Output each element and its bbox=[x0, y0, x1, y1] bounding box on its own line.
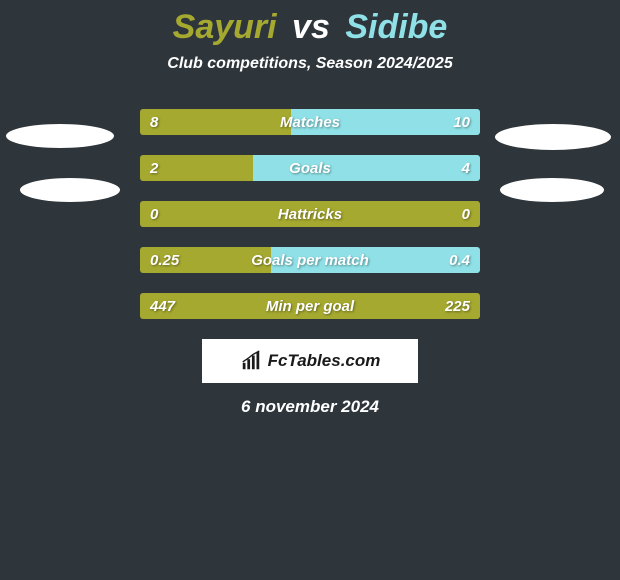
stat-value-left: 447 bbox=[150, 293, 175, 319]
stat-row: Matches8 10 bbox=[140, 109, 480, 135]
placeholder-oval bbox=[6, 124, 114, 148]
brand-text: FcTables.com bbox=[268, 351, 381, 371]
placeholder-oval bbox=[500, 178, 604, 202]
stat-row: Goals per match0.25 0.4 bbox=[140, 247, 480, 273]
stat-label: Hattricks bbox=[140, 201, 480, 227]
date-text: 6 november 2024 bbox=[0, 397, 620, 417]
stat-label: Matches bbox=[140, 109, 480, 135]
stat-value-left: 0.25 bbox=[150, 247, 179, 273]
chart-icon bbox=[240, 350, 262, 372]
stat-value-right: 0 bbox=[462, 201, 470, 227]
stats-bars: Matches8 10 Goals2 4 Hattricks0 0 Goals per ma… bbox=[140, 109, 480, 319]
placeholder-oval bbox=[20, 178, 120, 202]
stat-value-right: 4 bbox=[462, 155, 470, 181]
stat-value-right: 10 bbox=[453, 109, 470, 135]
vs-text: vs bbox=[292, 8, 330, 46]
brand-box[interactable]: FcTables.com bbox=[202, 339, 418, 383]
player2-name: Sidibe bbox=[345, 8, 447, 46]
stat-value-left: 0 bbox=[150, 201, 158, 227]
stat-value-right: 225 bbox=[445, 293, 470, 319]
stat-value-left: 8 bbox=[150, 109, 158, 135]
stat-row: Goals2 4 bbox=[140, 155, 480, 181]
comparison-title: Sayuri vs Sidibe bbox=[0, 0, 620, 47]
stat-row: Hattricks0 0 bbox=[140, 201, 480, 227]
stat-label: Min per goal bbox=[140, 293, 480, 319]
stat-value-right: 0.4 bbox=[449, 247, 470, 273]
stat-row: Min per goal447 225 bbox=[140, 293, 480, 319]
season-subtitle: Club competitions, Season 2024/2025 bbox=[0, 55, 620, 73]
stat-value-left: 2 bbox=[150, 155, 158, 181]
player1-name: Sayuri bbox=[173, 8, 277, 46]
stat-label: Goals per match bbox=[140, 247, 480, 273]
stat-label: Goals bbox=[140, 155, 480, 181]
placeholder-oval bbox=[495, 124, 611, 150]
